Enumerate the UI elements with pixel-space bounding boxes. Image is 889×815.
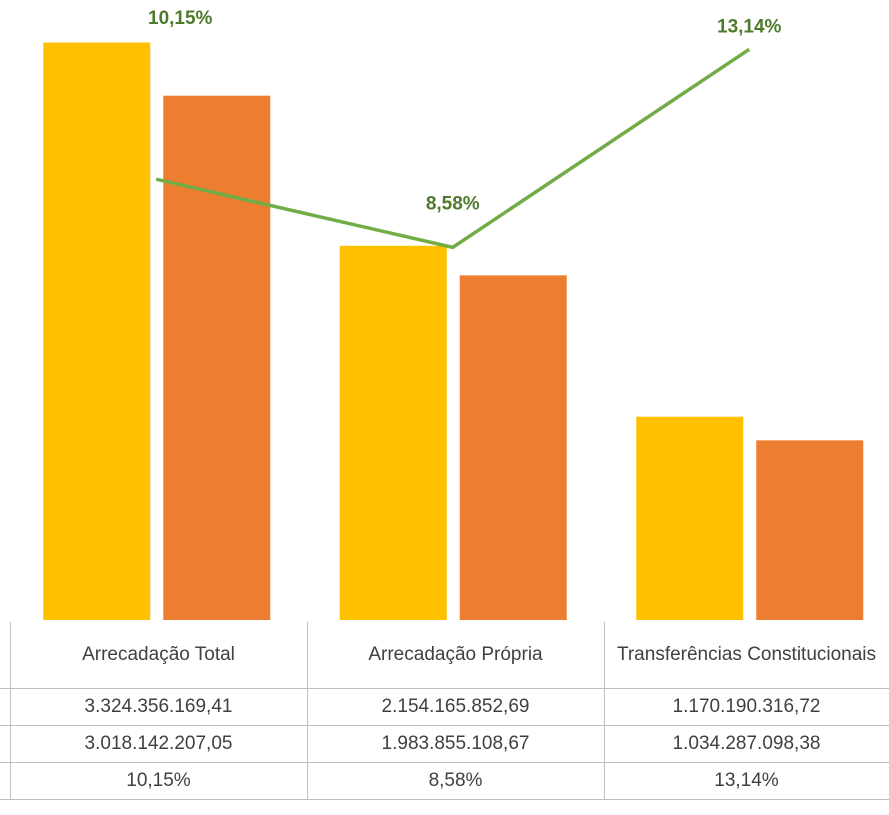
bar bbox=[339, 245, 447, 620]
bar bbox=[163, 95, 271, 621]
stub bbox=[0, 725, 11, 763]
bar bbox=[43, 42, 151, 620]
category-cell: Arrecadação Própria bbox=[306, 622, 605, 689]
bar bbox=[636, 416, 744, 620]
category-cell: Transferências Constitucionais bbox=[603, 622, 889, 689]
chart: 10,15% 8,58% 13,14% bbox=[43, 8, 864, 621]
table-row: 10,15% 8,58% 13,14% bbox=[0, 762, 889, 800]
value-cell: 3.324.356.169,41 bbox=[9, 688, 308, 726]
data-label: 13,14% bbox=[717, 16, 782, 37]
stub bbox=[0, 622, 11, 689]
table-row: 3.324.356.169,41 2.154.165.852,69 1.170.19… bbox=[0, 688, 889, 726]
data-label: 10,15% bbox=[148, 8, 213, 29]
value-cell: 1.034.287.098,38 bbox=[603, 725, 889, 763]
value-cell: 13,14% bbox=[603, 762, 889, 800]
table-row: 3.018.142.207,05 1.983.855.108,67 1.034.28… bbox=[0, 725, 889, 763]
bar bbox=[459, 275, 567, 620]
value-cell: 3.018.142.207,05 bbox=[9, 725, 308, 763]
data-label: 8,58% bbox=[426, 193, 480, 214]
stub bbox=[0, 688, 11, 726]
value-cell: 2.154.165.852,69 bbox=[306, 688, 605, 726]
value-cell: 10,15% bbox=[9, 762, 308, 800]
value-cell: 8,58% bbox=[306, 762, 605, 800]
category-cell: Arrecadação Total bbox=[9, 622, 308, 689]
bar bbox=[756, 440, 864, 620]
stub bbox=[0, 762, 11, 800]
value-cell: 1.983.855.108,67 bbox=[306, 725, 605, 763]
data-table: Arrecadação Total Arrecadação Própria Tran… bbox=[0, 622, 889, 800]
line bbox=[155, 47, 751, 250]
value-cell: 1.170.190.316,72 bbox=[603, 688, 889, 726]
table-row: Arrecadação Total Arrecadação Própria Tran… bbox=[0, 622, 889, 689]
